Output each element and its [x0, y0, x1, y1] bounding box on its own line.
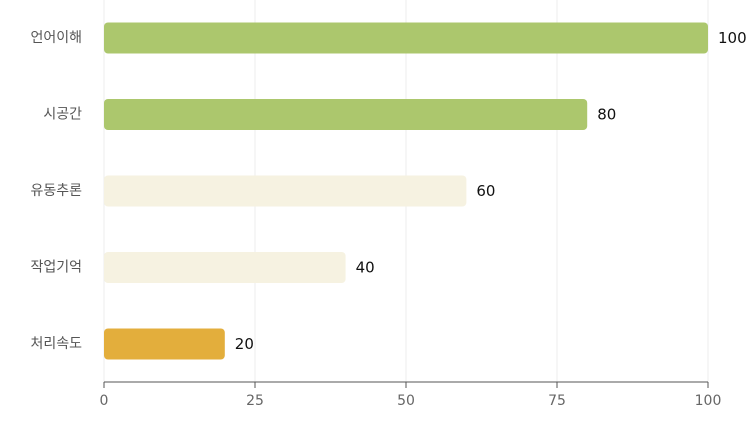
- category-label-2: 시공간: [43, 107, 82, 123]
- bar-1: [104, 22, 708, 54]
- bar-layer: [104, 22, 708, 360]
- category-label-3: 유동추론: [30, 183, 82, 199]
- bar-3: [104, 175, 467, 207]
- x-tick-label-0: 0: [100, 393, 109, 409]
- value-label-1: 100: [718, 29, 747, 47]
- x-tick-label-100: 100: [695, 393, 722, 409]
- value-label-4: 40: [356, 259, 375, 277]
- x-tick-label-50: 50: [397, 393, 415, 409]
- bar-2: [104, 99, 588, 130]
- x-tick-label-25: 25: [246, 393, 264, 409]
- value-label-3: 60: [476, 182, 495, 200]
- label-layer: 언어이해 100 시공간 80 유동추론 60 작업기억 40 처리속도 20: [30, 29, 746, 353]
- category-label-5: 처리속도: [30, 336, 82, 352]
- x-tick-label-75: 75: [548, 393, 566, 409]
- bar-4: [104, 252, 346, 283]
- value-label-5: 20: [235, 335, 254, 353]
- bar-5: [104, 328, 225, 360]
- x-axis: 0 25 50 75 100: [100, 381, 722, 409]
- value-label-2: 80: [597, 106, 616, 124]
- category-label-1: 언어이해: [30, 30, 82, 46]
- category-label-4: 작업기억: [30, 260, 82, 276]
